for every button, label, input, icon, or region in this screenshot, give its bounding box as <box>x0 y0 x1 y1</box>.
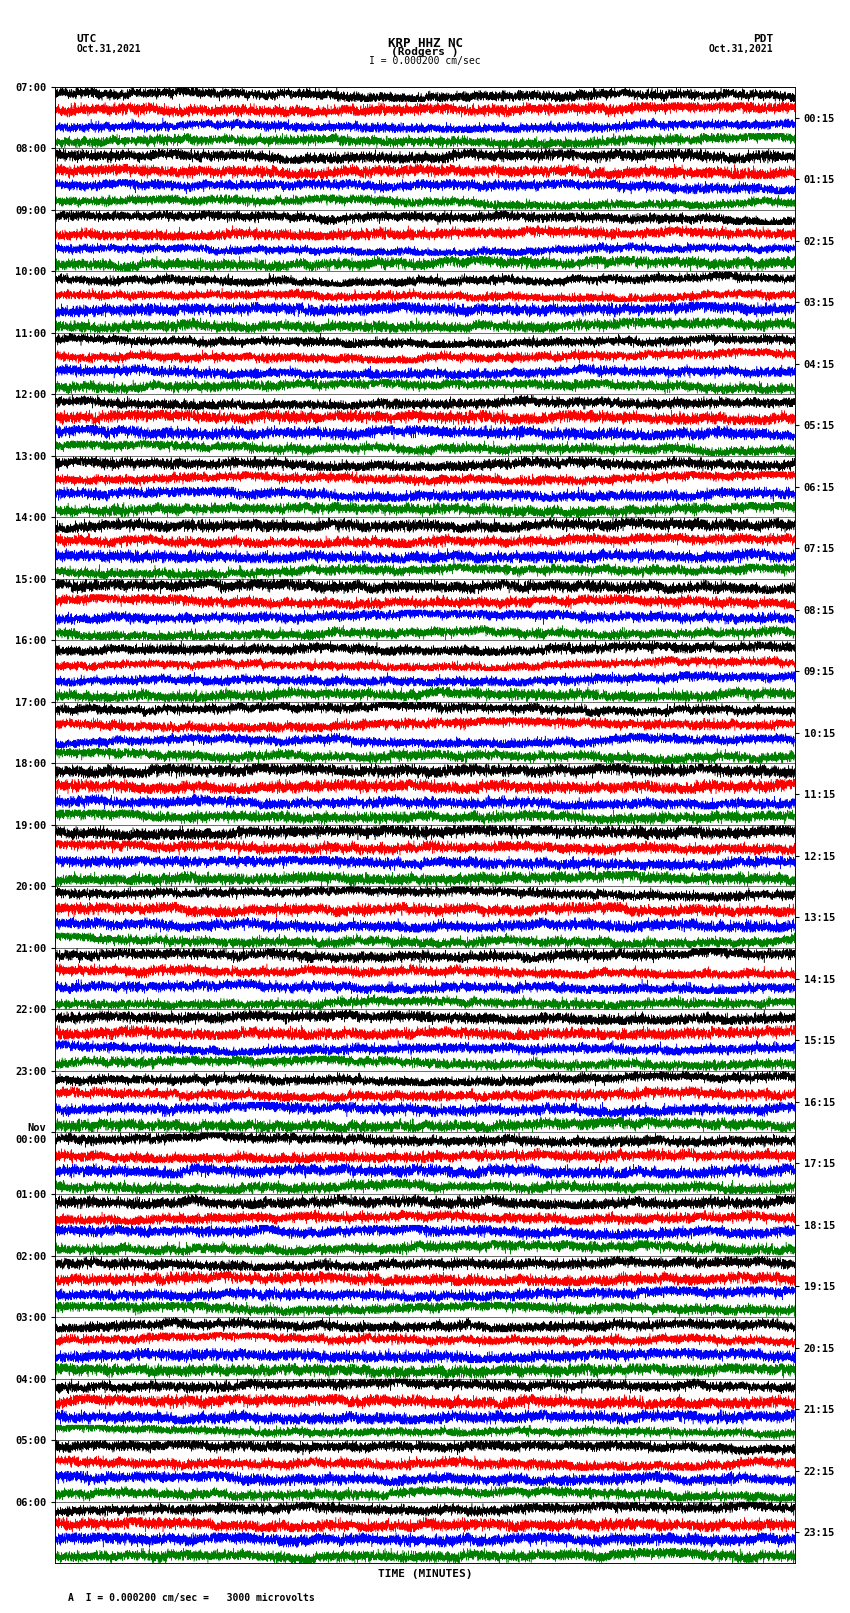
Text: KRP HHZ NC: KRP HHZ NC <box>388 37 462 50</box>
Text: I = 0.000200 cm/sec: I = 0.000200 cm/sec <box>369 56 481 66</box>
Text: UTC: UTC <box>76 34 97 44</box>
Text: PDT: PDT <box>753 34 774 44</box>
Text: (Rodgers ): (Rodgers ) <box>391 47 459 56</box>
Text: Oct.31,2021: Oct.31,2021 <box>76 44 141 53</box>
X-axis label: TIME (MINUTES): TIME (MINUTES) <box>377 1569 473 1579</box>
Text: A  I = 0.000200 cm/sec =   3000 microvolts: A I = 0.000200 cm/sec = 3000 microvolts <box>68 1594 314 1603</box>
Text: Oct.31,2021: Oct.31,2021 <box>709 44 774 53</box>
